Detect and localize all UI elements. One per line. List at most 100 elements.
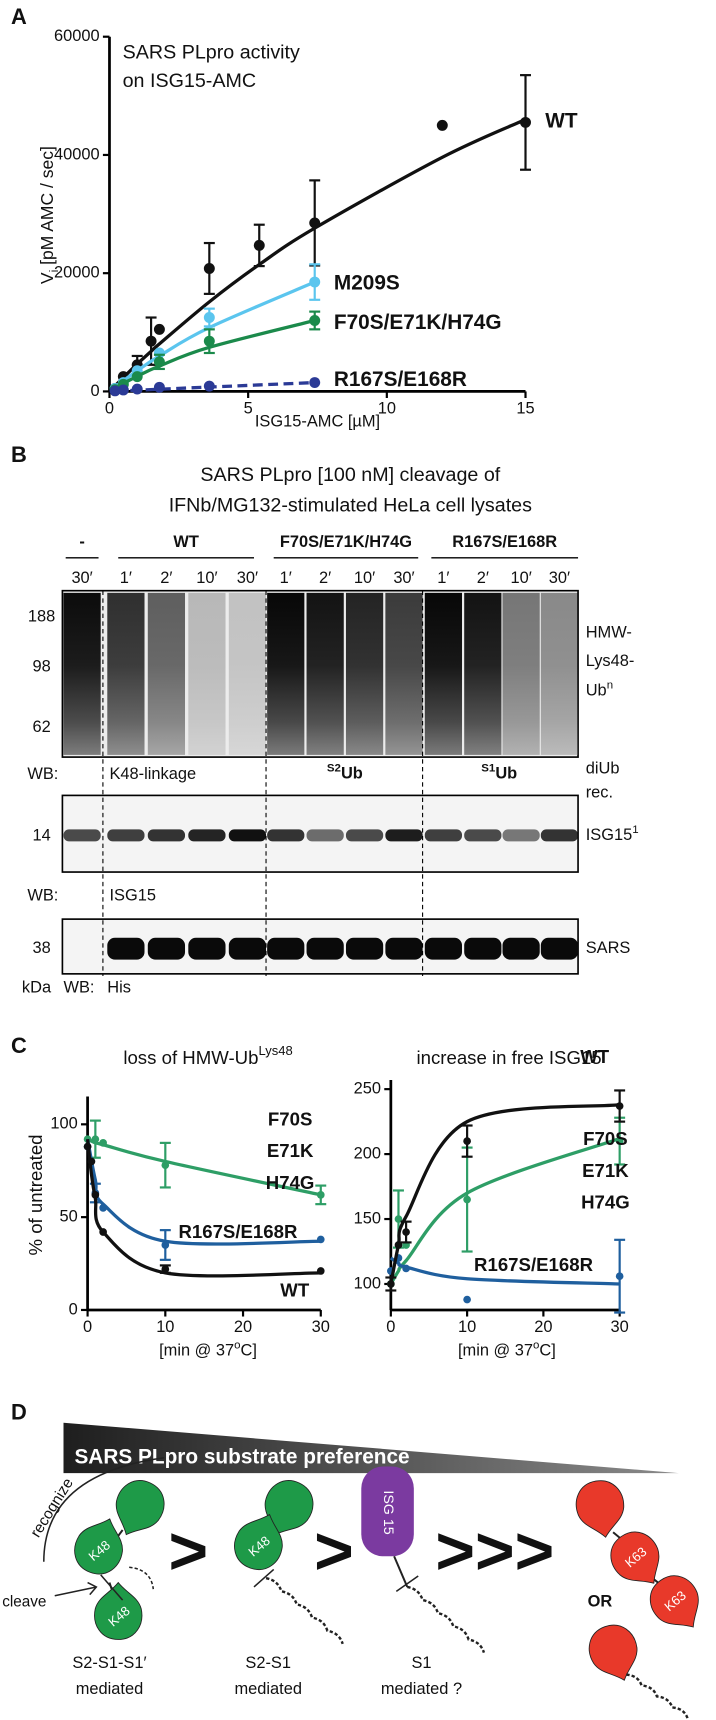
series-label: E71K <box>582 1160 629 1181</box>
ubiquitin: K48 <box>74 1518 123 1575</box>
data-point <box>91 1135 100 1144</box>
series-label: WT <box>280 1279 310 1300</box>
lane-label: 10′ <box>510 569 531 587</box>
chart-title: on ISG15-AMC <box>123 70 257 92</box>
data-point <box>203 335 215 347</box>
recognize-label: recognize <box>27 1475 77 1540</box>
blot-band <box>424 829 463 842</box>
fit-curve <box>389 1136 621 1285</box>
caption: S2-S1-S1′ <box>72 1654 146 1672</box>
x-tick-label: 5 <box>244 399 253 417</box>
blot-side-label-part: Ub <box>586 682 607 700</box>
blot-band <box>345 937 384 960</box>
data-point <box>83 1142 92 1151</box>
blot-band <box>306 829 344 842</box>
data-point <box>161 1241 170 1249</box>
blot-side-label-part: n <box>607 679 613 691</box>
blot-smear <box>345 592 384 755</box>
lane-label: 1′ <box>280 569 292 587</box>
isg15-label: ISG 15 <box>380 1490 396 1534</box>
lane-label: 30′ <box>71 569 92 587</box>
data-point <box>520 116 531 128</box>
ubiquitin <box>575 1480 625 1538</box>
x-axis-label-part: [min @ 37 <box>458 1342 533 1360</box>
data-point <box>131 383 143 395</box>
fit-curve <box>389 1256 620 1286</box>
blot-band <box>228 829 267 842</box>
blot-band <box>540 937 579 960</box>
lane-label: 10′ <box>196 569 217 587</box>
mw-marker: 188 <box>28 607 55 625</box>
blot-side-label: SARS <box>586 939 631 957</box>
blot-side-label: diUb <box>586 759 620 777</box>
blot-band <box>306 937 344 960</box>
lane-label: 1′ <box>120 569 132 587</box>
fit-curve <box>389 1103 620 1285</box>
blot-band <box>345 829 384 842</box>
blot-band <box>107 829 145 842</box>
data-point <box>153 356 165 368</box>
data-point <box>394 1241 403 1249</box>
wb-label: S2Ub <box>327 763 363 783</box>
cleave-arrow <box>54 1581 98 1597</box>
chart-title: loss of HMW-UbLys48 <box>123 1043 292 1068</box>
y-axis-label: Vi [pM AMC / sec] <box>37 146 62 284</box>
banner-text: SARS PLpro substrate preference <box>74 1445 409 1468</box>
caption: S1 <box>411 1654 431 1672</box>
data-point <box>109 385 121 397</box>
lane-label: 2′ <box>160 569 172 587</box>
fit-curve <box>114 380 315 393</box>
mw-marker: 98 <box>32 658 50 676</box>
blot-band <box>464 937 502 960</box>
wb-label: K48-linkage <box>109 765 196 783</box>
x-tick-label: 10 <box>378 399 396 417</box>
preference-sign: >>> <box>435 1514 554 1589</box>
ubiquitin: K63 <box>610 1531 660 1584</box>
blot-title: IFNb/MG132-stimulated HeLa cell lysates <box>169 495 532 517</box>
blot-side-label-part: ISG15 <box>586 826 633 844</box>
wb-label: WB: <box>27 886 58 904</box>
blot-smear <box>385 592 423 755</box>
y-axis-label-part: [pM AMC / sec] <box>37 146 57 270</box>
data-point <box>316 1235 325 1244</box>
ubiquitin-shape <box>234 1513 283 1570</box>
blot-band <box>540 829 579 842</box>
data-point <box>309 377 321 389</box>
data-point <box>615 1137 624 1145</box>
panel-label: D <box>11 1400 27 1425</box>
substrate-chain <box>265 1577 344 1645</box>
caption: S2-S1 <box>245 1654 291 1672</box>
fit-curve <box>85 1138 321 1278</box>
y-tick-label: 150 <box>354 1209 381 1227</box>
data-point <box>145 335 157 347</box>
data-point <box>203 262 215 274</box>
recognize-arc <box>43 1457 165 1562</box>
ubiquitin-shape <box>649 1575 699 1628</box>
lane-label: 30′ <box>549 569 570 587</box>
ubiquitin-shape <box>94 1581 143 1640</box>
wb-label-part: S1 <box>481 763 496 775</box>
chart-title-part: loss of HMW-Ub <box>123 1047 258 1068</box>
blot-band <box>63 829 101 842</box>
data-point <box>615 1272 624 1281</box>
ubiquitin: K63 <box>649 1575 699 1628</box>
blot-band <box>267 829 305 842</box>
group-label: WT <box>173 533 199 551</box>
x-tick-label: 10 <box>156 1318 174 1336</box>
ubiquitin-shape <box>588 1624 638 1681</box>
blot-smear <box>107 592 145 755</box>
data-point <box>253 239 265 251</box>
wb-label-part: S2 <box>327 763 341 775</box>
y-axis-label: % of untreated <box>25 1134 46 1255</box>
data-point <box>99 1204 107 1212</box>
blot-band <box>267 937 305 960</box>
ubiquitin: K48 <box>94 1581 143 1640</box>
x-tick-label: 0 <box>386 1318 395 1336</box>
x-tick-label: 10 <box>458 1318 476 1336</box>
wb-label: S1Ub <box>481 763 517 783</box>
data-point <box>402 1264 410 1273</box>
y-tick-label: 60000 <box>54 27 100 45</box>
lane-label: 2′ <box>319 569 331 587</box>
data-point <box>99 1228 107 1236</box>
data-point <box>463 1295 471 1304</box>
